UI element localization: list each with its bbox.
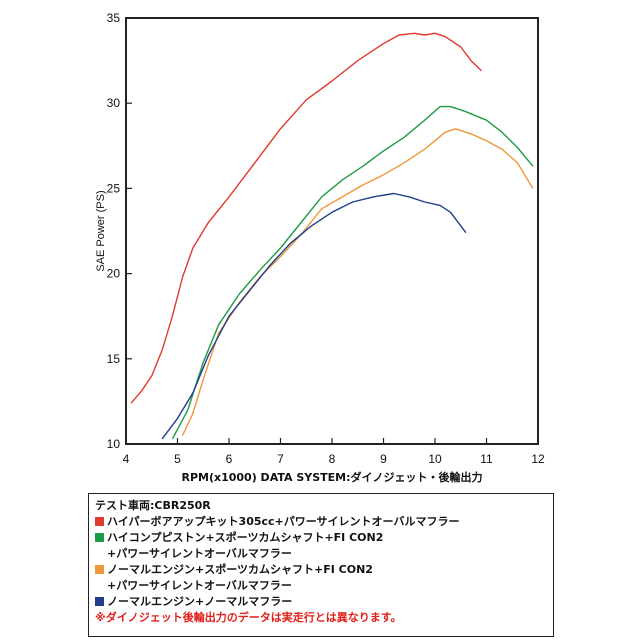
- x-tick-label: 5: [174, 452, 181, 466]
- series-line-2: [171, 105, 534, 440]
- x-tick-label: 10: [428, 452, 442, 466]
- series-line-4: [161, 192, 467, 440]
- y-tick-label: 30: [107, 96, 121, 110]
- y-tick-label: 35: [107, 11, 121, 25]
- series-line-1: [130, 32, 482, 404]
- legend-item: ノーマルエンジン+ノーマルマフラー: [95, 594, 553, 610]
- y-tick-label: 10: [107, 437, 121, 451]
- legend-item: ハイコンプピストン+スポーツカムシャフト+FI CON2 +パワーサイレントオー…: [95, 530, 553, 562]
- x-tick-label: 9: [380, 452, 387, 466]
- x-tick-label: 6: [226, 452, 233, 466]
- legend: テスト車両:CBR250R ハイパーボアアップキット305cc+パワーサイレント…: [88, 493, 554, 637]
- y-axis-label: SAE Power (PS): [95, 190, 107, 271]
- x-axis-label: RPM(x1000) DATA SYSTEM:ダイノジェット・後輪出力: [181, 470, 482, 484]
- series-line-3: [181, 128, 534, 436]
- x-tick-label: 4: [123, 452, 130, 466]
- legend-title: テスト車両:CBR250R: [95, 499, 211, 512]
- legend-item: ノーマルエンジン+スポーツカムシャフト+FI CON2 +パワーサイレントオーバ…: [95, 562, 553, 594]
- legend-label: ノーマルエンジン+ノーマルマフラー: [107, 595, 293, 608]
- legend-item: ハイパーボアアップキット305cc+パワーサイレントオーバルマフラー: [95, 514, 553, 530]
- legend-swatch: [95, 565, 104, 574]
- legend-swatch: [95, 517, 104, 526]
- legend-note: ※ダイノジェット後輪出力のデータは実走行とは異なります。: [95, 611, 402, 624]
- y-tick-label: 20: [107, 267, 121, 281]
- x-tick-label: 7: [277, 452, 284, 466]
- plot-area: [125, 17, 539, 445]
- legend-rows: ハイパーボアアップキット305cc+パワーサイレントオーバルマフラーハイコンプピ…: [95, 514, 553, 610]
- legend-swatch: [95, 533, 104, 542]
- x-tick-label: 12: [531, 452, 545, 466]
- legend-label: ハイパーボアアップキット305cc+パワーサイレントオーバルマフラー: [107, 515, 460, 528]
- x-tick-label: 8: [329, 452, 336, 466]
- series-lines: [130, 32, 534, 440]
- legend-label: ノーマルエンジン+スポーツカムシャフト+FI CON2 +パワーサイレントオーバ…: [107, 563, 373, 592]
- legend-swatch: [95, 597, 104, 606]
- legend-label: ハイコンプピストン+スポーツカムシャフト+FI CON2 +パワーサイレントオー…: [107, 531, 384, 560]
- y-tick-label: 25: [107, 181, 121, 195]
- axis-ticks: 4 5 6 7 8 9 10 11 12 10 15 20 25 30 35: [107, 11, 545, 466]
- x-tick-label: 11: [480, 452, 493, 466]
- y-tick-label: 15: [107, 352, 121, 366]
